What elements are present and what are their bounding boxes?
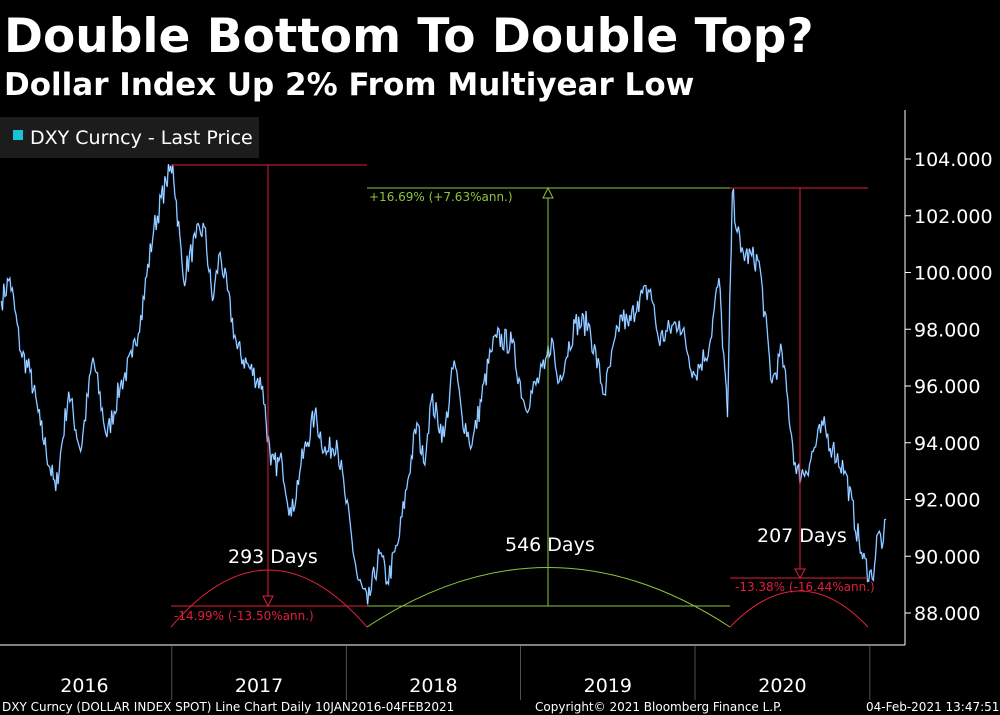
- x-tick-label: 2020: [758, 675, 806, 697]
- price-line-highlight: [1, 164, 887, 605]
- annotation-1-pct: -14.99% (-13.50%ann.): [174, 609, 314, 623]
- y-tick-label: 100.000: [914, 263, 993, 285]
- y-tick-label: 96.000: [914, 376, 980, 398]
- annotation-2-pct: +16.69% (+7.63%ann.): [369, 190, 513, 204]
- legend-label: DXY Curncy - Last Price: [30, 127, 253, 149]
- legend: DXY Curncy - Last Price: [0, 117, 259, 158]
- y-tick-label: 102.000: [914, 206, 993, 228]
- x-tick-label: 2017: [235, 675, 283, 697]
- y-tick-label: 98.000: [914, 319, 980, 341]
- x-tick-label: 2018: [409, 675, 457, 697]
- annotation-3-arc: [729, 590, 869, 628]
- annotation-2-arrow-up-icon: [542, 186, 554, 199]
- y-tick-label: 104.000: [914, 149, 993, 171]
- chart-subtitle: Dollar Index Up 2% From Multiyear Low: [4, 67, 694, 103]
- annotation-1-arc: [170, 569, 368, 628]
- chart-title: Double Bottom To Double Top?: [4, 9, 814, 64]
- price-line: [0, 163, 887, 605]
- annotation-decline-2017: [170, 164, 368, 628]
- legend-background: [0, 117, 259, 158]
- annotation-3-arrow-down-icon: [794, 568, 806, 580]
- footer-timestamp: 04-Feb-2021 13:47:51: [866, 700, 999, 714]
- y-tick-labels: 104.000 102.000 100.000 98.000 96.000 94.000 9…: [905, 149, 993, 625]
- y-tick-label: 92.000: [914, 490, 980, 512]
- annotation-1-days: 293 Days: [228, 546, 318, 568]
- annotation-2-days: 546 Days: [505, 534, 595, 556]
- y-tick-label: 90.000: [914, 546, 980, 568]
- y-tick-label: 94.000: [914, 433, 980, 455]
- annotation-rise-2018-2020: [366, 186, 731, 628]
- footer-description: DXY Curncy (DOLLAR INDEX SPOT) Line Char…: [2, 700, 454, 714]
- y-tick-label: 88.000: [914, 603, 980, 625]
- annotation-3-pct: -13.38% (-16.44%ann.): [735, 580, 875, 594]
- legend-swatch: [13, 130, 23, 140]
- x-tick-label: 2016: [60, 675, 108, 697]
- annotation-decline-2020: [729, 187, 869, 628]
- x-tick-label: 2019: [584, 675, 632, 697]
- annotation-1-arrow-down-icon: [262, 595, 274, 608]
- annotation-2-arc: [366, 567, 731, 628]
- footer-copyright: Copyright© 2021 Bloomberg Finance L.P.: [535, 700, 782, 714]
- x-tick-labels: 2016 2017 2018 2019 2020: [60, 645, 871, 700]
- annotation-3-days: 207 Days: [757, 525, 847, 547]
